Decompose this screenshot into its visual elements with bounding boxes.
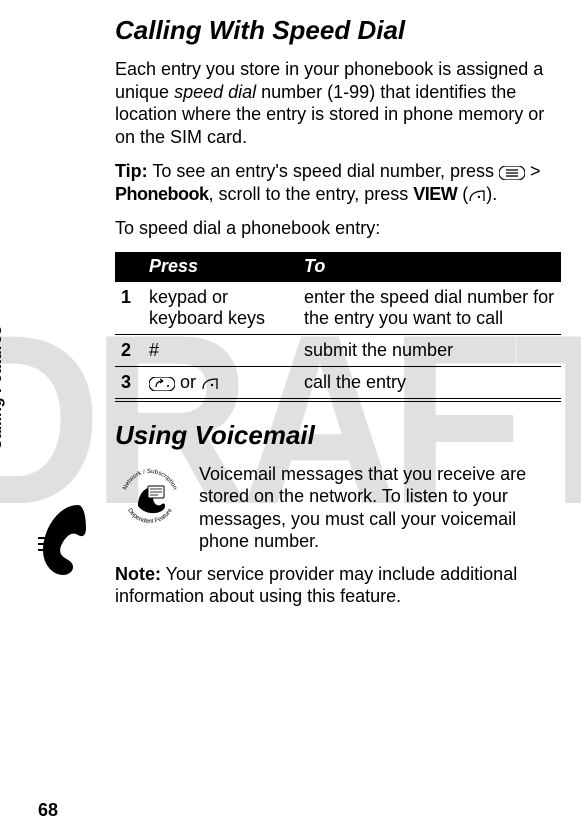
text: ( [457,184,468,204]
para-instruction: To speed dial a phonebook entry: [115,217,561,240]
table-row: 2 # submit the number [115,334,561,366]
step-num: 3 [115,366,143,400]
menu-key-icon [499,166,525,180]
to-cell: call the entry [298,366,561,400]
step-num: 2 [115,334,143,366]
text: or [175,372,201,392]
text: , scroll to the entry, press [209,184,414,204]
step-num: 1 [115,281,143,334]
network-feature-badge: Network / Subscription Dependent Feature [115,463,185,538]
to-cell: submit the number [298,334,561,366]
text: > [530,161,541,181]
steps-table: Press To 1 keypad or keyboard keys enter… [115,252,561,402]
section-label: Calling Features [0,326,6,450]
softkey-icon [201,377,219,391]
to-cell: enter the speed dial number for the entr… [298,281,561,334]
table-header: Press To [115,252,561,282]
text: Your service provider may include additi… [115,564,517,607]
section-sidebar: Calling Features [58,300,78,480]
col-to: To [298,252,561,282]
press-cell: # [143,334,298,366]
para-note: Note: Your service provider may include … [115,563,561,608]
text: To see an entry's speed dial number, pre… [148,161,499,181]
table-row: 3 or call the entry [115,366,561,400]
text-phonebook: Phonebook [115,184,209,204]
note-label: Note: [115,564,161,584]
send-key-icon [149,377,175,391]
tip-label: Tip: [115,161,148,181]
voicemail-block: Network / Subscription Dependent Feature… [115,463,561,553]
text-view: VIEW [413,184,457,204]
para-intro: Each entry you store in your phonebook i… [115,58,561,148]
col-press: Press [143,252,298,282]
phone-handset-icon [38,500,88,580]
page-content: Calling With Speed Dial Each entry you s… [115,15,561,620]
heading-speed-dial: Calling With Speed Dial [115,15,561,46]
text-italic: speed dial [174,82,256,102]
table-row: 1 keypad or keyboard keys enter the spee… [115,281,561,334]
page-number: 68 [38,800,58,821]
voicemail-text: Voicemail messages that you receive are … [199,463,561,553]
press-cell: or [143,366,298,400]
text: ). [486,184,497,204]
heading-voicemail: Using Voicemail [115,420,561,451]
col-blank [115,252,143,282]
press-cell: keypad or keyboard keys [143,281,298,334]
softkey-icon [468,189,486,203]
para-tip: Tip: To see an entry's speed dial number… [115,160,561,205]
